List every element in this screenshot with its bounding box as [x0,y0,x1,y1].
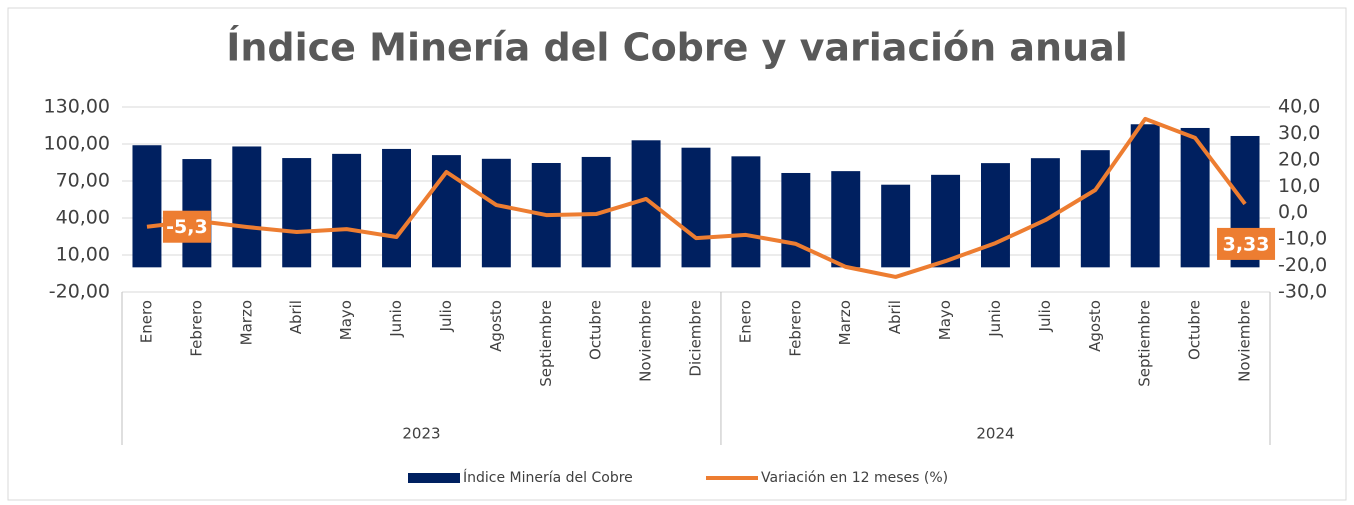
bar [332,153,362,268]
bar [931,174,961,268]
y2-tick-label: -30,0 [1278,281,1327,303]
y2-tick-label: 10,0 [1278,175,1320,197]
x-tick-label: Julio [437,300,455,332]
x-tick-label: Junio [986,300,1004,338]
data-label-box [1217,227,1276,260]
x-tick-label: Febrero [187,300,205,357]
x-tick-label: Enero [137,300,155,343]
x-tick-label: Septiembre [537,300,555,387]
y-tick-label: -20,00 [49,281,110,303]
data-label: 3,33 [1223,233,1270,255]
data-label-box [162,210,211,243]
line [146,116,1247,279]
y2-tick-label: 0,0 [1278,201,1308,223]
legend-swatch [408,473,460,483]
x-tick-label: Febrero [786,300,804,357]
bar [781,172,811,268]
y-tick-label: 40,00 [56,207,110,229]
legend-label: Índice Minería del Cobre [463,469,633,486]
bar [232,146,262,268]
y2-tick-label: 20,0 [1278,148,1320,170]
x-tick-label: Octubre [587,300,605,360]
bar [1130,124,1160,268]
x-tick-label: Septiembre [1136,300,1154,387]
legend-label: Variación en 12 meses (%) [761,470,948,486]
x-tick-label: Mayo [936,300,954,340]
x-tick-label: Diciembre [687,300,705,377]
data-label: -5,3 [166,216,208,238]
group-label: 2024 [976,425,1014,443]
bar [382,148,411,268]
y-tick-label: 100,00 [44,133,110,155]
chart-title: Índice Minería del Cobre y variación anu… [226,26,1128,70]
x-tick-label: Octubre [1186,300,1204,360]
bar [1080,150,1110,268]
bar [981,163,1010,268]
x-tick-label: Agosto [1086,300,1104,352]
y2-tick-label: 40,0 [1278,96,1320,118]
x-tick-label: Julio [1036,300,1054,332]
y2-tick-label: 30,0 [1278,122,1320,144]
group-label: 2023 [402,425,440,443]
y2-tick-label: -20,0 [1278,254,1327,276]
bar [282,158,312,268]
y2-tick-label: -10,0 [1278,228,1327,250]
x-tick-label: Mayo [337,300,355,340]
bar [831,171,861,268]
chart-frame [7,7,1347,501]
x-tick-label: Marzo [836,300,854,345]
y-tick-label: 70,00 [56,170,110,192]
x-tick-label: Abril [886,300,904,334]
bar [681,147,711,268]
x-tick-label: Noviembre [1236,300,1254,382]
x-tick-label: Abril [287,300,305,334]
x-tick-label: Enero [736,300,754,343]
bar [481,158,511,268]
bar [132,145,162,268]
bar [881,184,911,268]
y-tick-label: 130,00 [44,96,110,118]
x-tick-label: Agosto [487,300,505,352]
x-tick-label: Junio [387,300,405,338]
y-tick-label: 10,00 [56,244,110,266]
x-tick-label: Marzo [237,300,255,345]
x-tick-label: Noviembre [637,300,655,382]
bar [731,156,761,268]
